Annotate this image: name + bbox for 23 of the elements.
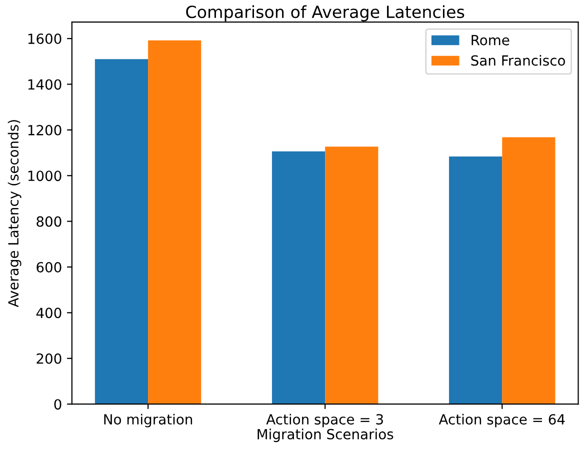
bar	[94, 59, 148, 404]
x-tick-label: No migration	[104, 414, 192, 428]
chart-title: Comparison of Average Latencies	[186, 5, 464, 22]
y-tick-label: 800	[36, 216, 62, 227]
legend-label: San Francisco	[471, 54, 565, 66]
y-tick-label: 1400	[28, 79, 62, 90]
y-tick-label: 1200	[28, 124, 62, 136]
y-axis-title: Average Latency (seconds)	[8, 120, 22, 308]
y-tick-label: 400	[36, 308, 62, 318]
y-tick-label: 200	[36, 353, 62, 364]
legend-label: Rome	[472, 35, 510, 46]
bar	[325, 146, 378, 404]
y-tick-label: 1600	[28, 34, 62, 44]
x-axis-title: Migration Scenarios	[258, 428, 394, 442]
bar	[502, 137, 556, 404]
y-tick-label: 0	[54, 399, 62, 410]
x-tick-label: Action space = 64	[438, 414, 565, 428]
y-tick-label: 1000	[28, 170, 62, 182]
bar	[148, 40, 202, 404]
x-tick-label: Action space = 3	[266, 414, 383, 428]
bar	[272, 151, 326, 404]
y-tick-label: 600	[36, 262, 62, 272]
bar	[449, 156, 502, 404]
